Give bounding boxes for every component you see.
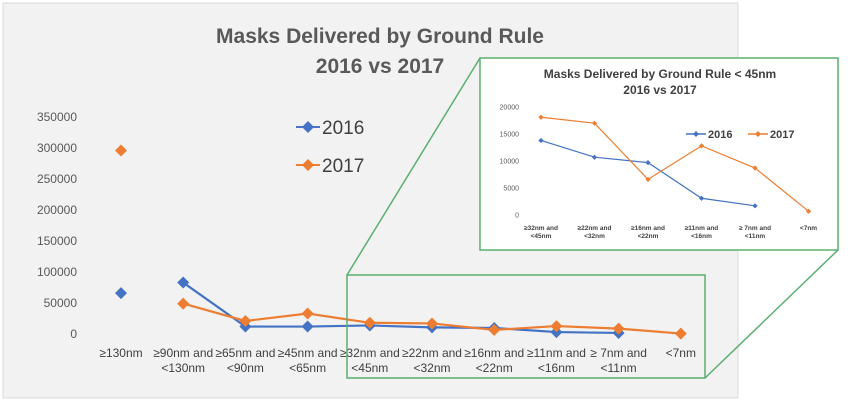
inset-series-line-2017: [540, 116, 809, 212]
main-legend-entry-2017: 2017: [296, 156, 364, 177]
main-legend-entry-2016: 2016: [296, 118, 364, 139]
main-series-line-2016: [182, 281, 619, 335]
main-x-tick-label: ≥16nm and <22nm: [464, 346, 524, 375]
inset-x-tick-label: ≥22nm and <32nm: [578, 225, 612, 240]
main-x-tick-label: ≥45nm and <65nm: [278, 346, 338, 375]
zoom-connector-right: [704, 249, 839, 379]
legend-marker-2017: [302, 159, 314, 171]
main-x-tick-label: ≥90nm and <130nm: [153, 346, 213, 375]
inset-legend-label-2016: 2016: [708, 129, 732, 141]
main-point-2017: [550, 320, 563, 333]
inset-point-2016: [645, 160, 651, 166]
inset-y-tick-label: 10000: [500, 158, 520, 165]
main-point-2017: [115, 144, 127, 157]
main-x-tick-label: ≥32nm and <45nm: [340, 346, 400, 375]
main-chart-title: Masks Delivered by Ground Rule: [216, 25, 544, 48]
main-legend: 2016 2017: [296, 118, 364, 177]
main-legend-label-2016: 2016: [322, 118, 364, 139]
main-y-tick-label: 100000: [37, 265, 77, 279]
inset-y-axis: 0 5000 10000 15000 20000: [500, 104, 520, 219]
inset-point-2017: [698, 143, 705, 149]
main-x-tick-label: ≥65nm and <90nm: [215, 346, 275, 375]
main-y-tick-label: 250000: [37, 172, 77, 186]
main-point-2017: [674, 327, 687, 340]
main-x-axis: ≥130nm ≥90nm and <130nm≥65nm and <90nm≥45nm…: [99, 346, 696, 375]
inset-x-tick-label: <7nm: [800, 225, 817, 232]
inset-point-2017: [805, 208, 812, 214]
main-x-tick-label: ≥11nm and <16nm: [527, 346, 586, 375]
main-point-2017: [177, 297, 190, 310]
main-point-2017: [612, 322, 625, 335]
inset-x-tick-label: ≥32nm and <45nm: [524, 225, 558, 240]
main-y-tick-label: 150000: [37, 234, 77, 248]
inset-legend-entry-2016: 2016: [686, 129, 732, 141]
inset-point-2017: [645, 176, 651, 182]
main-point-2016: [301, 320, 314, 333]
main-legend-label-2017: 2017: [322, 156, 364, 177]
inset-legend-marker-2017: [755, 131, 761, 137]
inset-point-2016: [698, 195, 705, 201]
inset-plot-area: [538, 114, 812, 214]
main-y-tick-label: 50000: [44, 296, 78, 310]
inset-x-axis: ≥32nm and <45nm ≥22nm and <32nm ≥16nm and <22…: [524, 225, 817, 240]
inset-chart-title: Masks Delivered by Ground Rule < 45nm: [544, 67, 776, 81]
main-x-tick-label: ≥ 7nm and <11nm: [590, 346, 647, 375]
zoom-region-frame: [346, 274, 706, 379]
main-y-tick-label: 0: [70, 327, 77, 341]
inset-legend-entry-2017: 2017: [748, 129, 794, 141]
inset-chart-subtitle: 2016 vs 2017: [623, 83, 697, 97]
inset-point-2016: [752, 203, 758, 209]
main-y-tick-label: 350000: [37, 110, 77, 124]
main-y-axis: 0 50000 100000 150000 200000 250000 300000 3500…: [37, 110, 77, 341]
inset-point-2016: [538, 137, 544, 144]
inset-x-tick-label: ≥16nm and <22nm: [631, 225, 665, 240]
inset-point-2017: [538, 114, 544, 120]
main-x-tick-label: <7nm: [666, 346, 696, 360]
main-point-2016: [550, 326, 563, 339]
inset-legend-label-2017: 2017: [770, 129, 794, 141]
inset-point-2017: [591, 120, 598, 126]
inset-legend-marker-2016: [693, 131, 699, 137]
inset-y-tick-label: 5000: [503, 185, 519, 192]
inset-y-tick-label: 0: [515, 212, 519, 219]
main-point-2017: [239, 314, 252, 327]
main-y-tick-label: 300000: [37, 141, 77, 155]
inset-chart-panel: [479, 57, 839, 251]
inset-point-2016: [591, 154, 598, 160]
zoom-connector-left: [346, 57, 481, 276]
main-x-tick-label: ≥22nm and <32nm: [402, 346, 462, 375]
inset-x-tick-label: ≥11nm and <16nm: [685, 225, 719, 240]
main-chart-subtitle: 2016 vs 2017: [316, 55, 444, 78]
main-y-tick-label: 200000: [37, 203, 77, 217]
main-point-2017: [301, 307, 314, 320]
inset-y-tick-label: 20000: [500, 104, 520, 111]
legend-marker-2016: [302, 121, 314, 133]
main-point-2016: [177, 276, 190, 289]
inset-x-tick-label: ≥ 7nm and <11nm: [739, 225, 771, 240]
inset-y-tick-label: 15000: [500, 131, 520, 138]
main-point-2016: [115, 287, 127, 300]
main-point-2017: [488, 323, 501, 336]
main-plot-area: [115, 144, 687, 340]
main-point-2017: [426, 317, 438, 330]
main-x-tick-label: ≥130nm: [99, 346, 142, 360]
main-point-2017: [363, 316, 376, 329]
inset-point-2017: [752, 165, 758, 171]
inset-legend: 2016 2017: [686, 129, 794, 141]
